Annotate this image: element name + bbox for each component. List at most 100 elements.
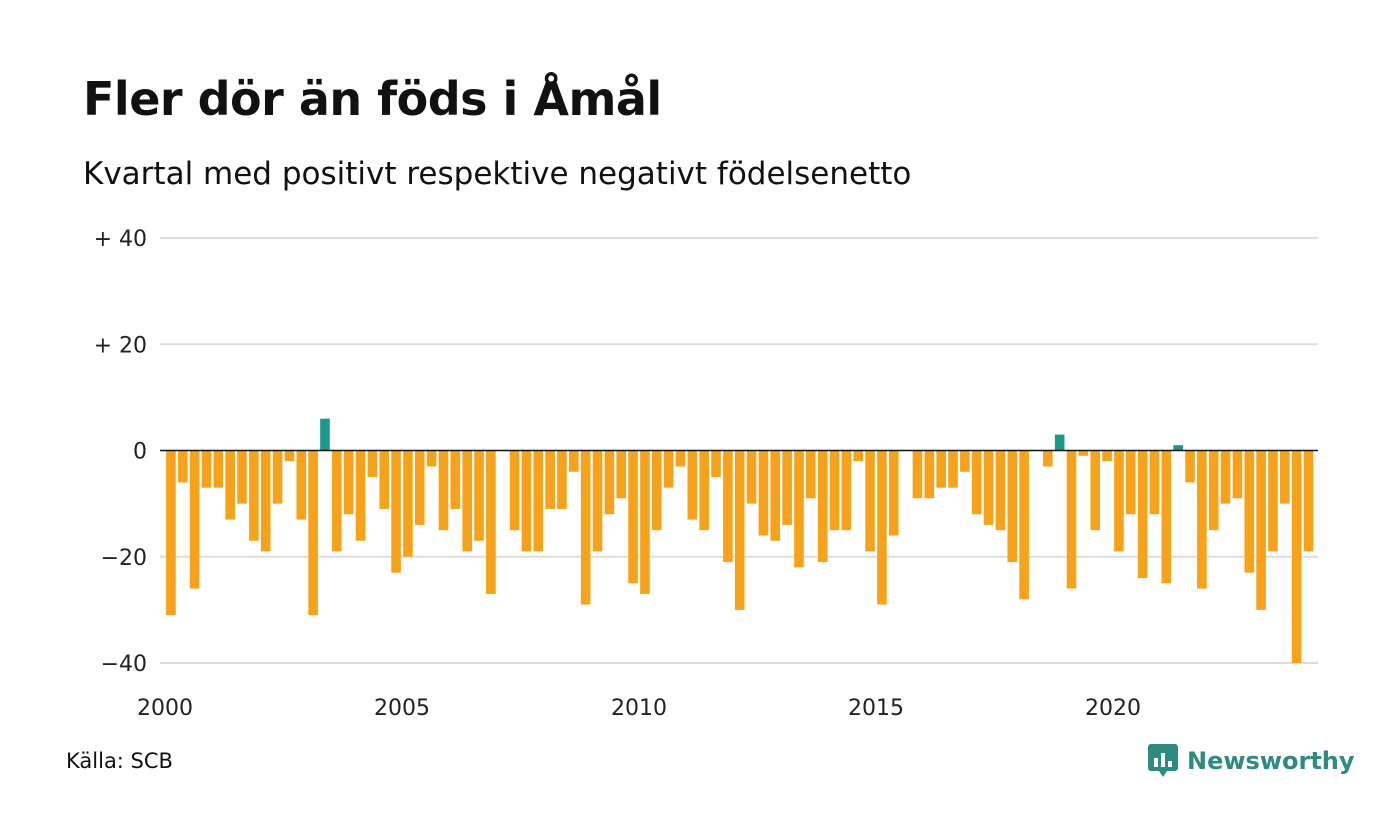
bar	[711, 450, 721, 478]
bar	[343, 450, 354, 515]
bar	[486, 450, 496, 594]
bar	[580, 450, 591, 605]
bar	[1173, 445, 1183, 451]
bar	[663, 450, 674, 488]
bar	[841, 450, 852, 531]
bar	[320, 418, 330, 451]
y-tick-label: + 40	[94, 227, 147, 252]
x-axis-labels: 2000 2005 2010 2015 2020	[137, 696, 1141, 721]
bar	[569, 450, 579, 472]
bar	[249, 450, 259, 541]
bar	[806, 450, 816, 499]
bar	[1256, 450, 1266, 610]
bar	[995, 450, 1006, 531]
y-tick-label: + 20	[94, 333, 147, 358]
bar	[403, 450, 413, 557]
newsworthy-logo-icon	[1148, 744, 1178, 777]
bar	[723, 450, 733, 563]
bar	[746, 450, 757, 504]
bar	[592, 450, 603, 552]
bar	[1137, 450, 1148, 578]
bar	[272, 450, 283, 504]
x-tick-label: 2005	[374, 696, 430, 721]
x-tick-label: 2000	[137, 696, 193, 721]
bar	[260, 450, 271, 552]
bar	[391, 450, 401, 573]
bar	[284, 450, 295, 462]
bar	[509, 450, 520, 531]
y-tick-label: −20	[101, 546, 147, 571]
x-tick-label: 2015	[848, 696, 904, 721]
bar	[1208, 450, 1219, 531]
bar	[367, 450, 378, 478]
bars	[166, 418, 1314, 663]
bar	[829, 450, 840, 531]
y-axis-labels: + 40 + 20 0 −20 −40	[94, 227, 147, 677]
bar	[1114, 450, 1124, 552]
bar	[355, 450, 366, 541]
bar	[1078, 450, 1089, 456]
bar	[628, 450, 638, 584]
bar	[166, 450, 176, 616]
bar	[651, 450, 662, 531]
bar	[332, 450, 342, 552]
bar	[426, 450, 437, 467]
bar	[699, 450, 709, 531]
y-tick-label: −40	[101, 652, 147, 677]
bar	[1291, 450, 1302, 663]
bar	[189, 450, 200, 589]
bar	[971, 450, 982, 515]
bar	[983, 450, 994, 525]
brand-name: Newsworthy	[1187, 747, 1355, 775]
bar	[675, 450, 686, 467]
bar	[213, 450, 224, 488]
bar	[1185, 450, 1195, 483]
y-tick-label: 0	[133, 440, 147, 465]
bar	[1125, 450, 1136, 515]
bar	[1149, 450, 1160, 515]
bar	[734, 450, 745, 610]
bar	[960, 450, 970, 472]
bar	[877, 450, 887, 605]
bar	[533, 450, 544, 552]
bar	[1232, 450, 1243, 499]
bar	[474, 450, 484, 541]
bar	[1019, 450, 1029, 600]
bar	[782, 450, 792, 525]
bar	[379, 450, 390, 509]
bar	[308, 450, 318, 616]
bar	[794, 450, 804, 568]
bar	[1007, 450, 1018, 563]
bar	[521, 450, 532, 552]
bar	[770, 450, 781, 541]
bar	[936, 450, 946, 488]
bar	[1280, 450, 1290, 504]
bar	[888, 450, 899, 536]
bar	[438, 450, 449, 531]
bar	[853, 450, 864, 462]
bar	[414, 450, 425, 525]
brand-logo: Newsworthy	[1148, 744, 1355, 778]
bar	[912, 450, 923, 499]
bar	[1102, 450, 1112, 462]
bar	[450, 450, 461, 509]
bar	[462, 450, 472, 552]
bar	[201, 450, 212, 488]
bar	[1268, 450, 1278, 552]
bar	[1043, 450, 1053, 467]
bar	[1090, 450, 1101, 531]
bar	[1066, 450, 1077, 589]
bar	[758, 450, 769, 536]
bar	[1054, 434, 1065, 451]
bar	[616, 450, 627, 499]
bar	[604, 450, 615, 515]
bar	[237, 450, 247, 504]
chart-subtitle: Kvartal med positivt respektive negativt…	[83, 156, 912, 192]
bar	[1161, 450, 1172, 584]
bar	[557, 450, 567, 509]
bar	[865, 450, 875, 552]
bar	[225, 450, 235, 520]
bar	[687, 450, 698, 520]
x-tick-label: 2010	[611, 696, 667, 721]
bar	[924, 450, 935, 499]
